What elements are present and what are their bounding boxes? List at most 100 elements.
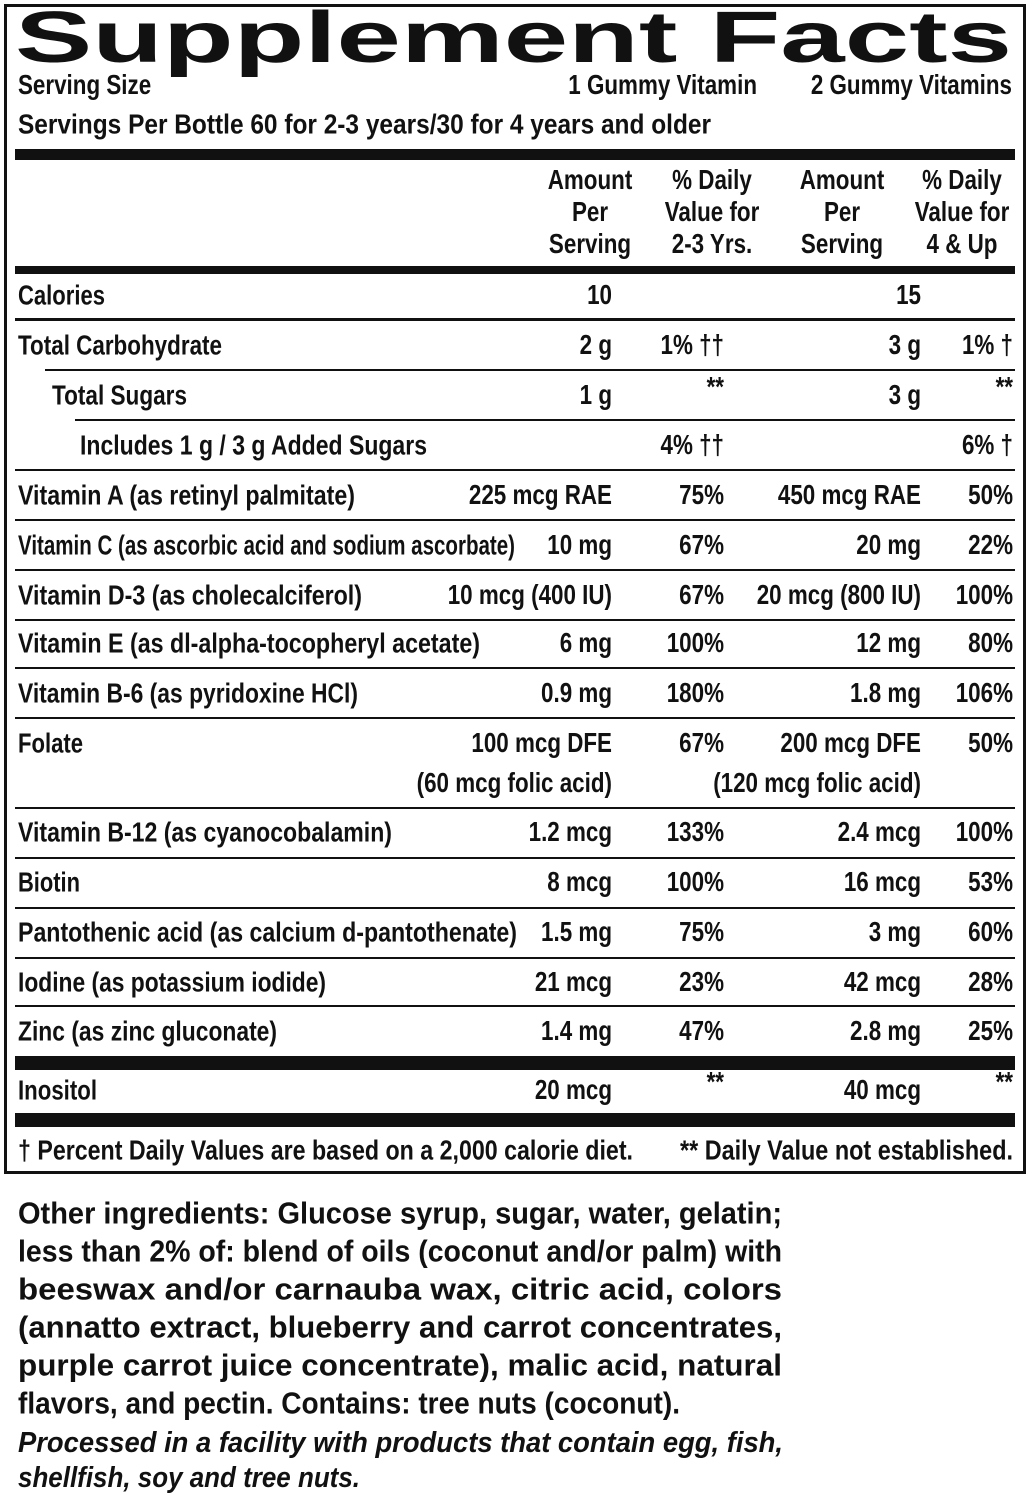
column-header: Amount [800, 165, 885, 196]
amount-1-note: (60 mcg folic acid) [417, 768, 612, 799]
rule [15, 1005, 1015, 1007]
column-header: % Daily [672, 165, 752, 196]
daily-value-1: 67% [679, 530, 724, 561]
daily-value-2: 1% † [962, 330, 1013, 361]
amount-2: 40 mcg [844, 1075, 921, 1106]
amount-2: 1.8 mg [850, 678, 921, 709]
amount-1: 100 mcg DFE [471, 728, 612, 759]
thick-rule [15, 1113, 1015, 1127]
daily-value-2: 50% [968, 480, 1013, 511]
daily-value-1: 133% [667, 817, 724, 848]
daily-value-1: 75% [679, 917, 724, 948]
amount-2-note: (120 mcg folic acid) [713, 768, 921, 799]
thick-rule [15, 149, 1015, 160]
nutrient-name: Total Carbohydrate [18, 330, 222, 361]
ingredients-line: (annatto extract, blueberry and carrot c… [18, 1310, 782, 1345]
rule [15, 667, 1015, 669]
daily-value-1: 75% [679, 480, 724, 511]
rule [15, 957, 1015, 959]
daily-value-1: ** [707, 1067, 725, 1098]
amount-2: 3 g [889, 380, 921, 411]
daily-value-2: 80% [968, 628, 1013, 659]
daily-value-2: 100% [956, 580, 1013, 611]
daily-value-1: 180% [667, 678, 724, 709]
daily-value-1: 47% [679, 1016, 724, 1047]
amount-1: 2 g [580, 330, 612, 361]
nutrient-name: Calories [18, 280, 105, 311]
amount-1: 1 g [580, 380, 612, 411]
amount-1: 10 mg [547, 530, 612, 561]
nutrient-name: Pantothenic acid (as calcium d-pantothen… [18, 917, 517, 948]
ingredients-line: purple carrot juice concentrate), malic … [18, 1348, 782, 1383]
nutrient-name: Total Sugars [52, 380, 187, 411]
daily-value-2: ** [996, 1067, 1014, 1098]
column-header: Serving [549, 229, 631, 260]
daily-value-2: 6% † [962, 430, 1013, 461]
daily-value-1: 67% [679, 580, 724, 611]
amount-2: 3 g [889, 330, 921, 361]
rule [75, 419, 1015, 421]
ingredients-line: beeswax and/or carnauba wax, citric acid… [18, 1272, 782, 1307]
amount-2: 12 mg [856, 628, 921, 659]
amount-1: 8 mcg [547, 867, 612, 898]
nutrient-name: Vitamin C (as ascorbic acid and sodium a… [18, 530, 515, 561]
amount-1: 225 mcg RAE [469, 480, 612, 511]
nutrient-name: Inositol [18, 1075, 97, 1106]
amount-1: 1.2 mcg [529, 817, 612, 848]
nutrient-name: Folate [18, 728, 83, 759]
column-header: Amount [548, 165, 633, 196]
amount-1: 10 mcg (400 IU) [448, 580, 612, 611]
daily-value-1: 100% [667, 867, 724, 898]
border-top [4, 4, 1026, 7]
nutrient-name: Vitamin D-3 (as cholecalciferol) [18, 580, 362, 611]
daily-value-2: 50% [968, 728, 1013, 759]
nutrient-name: Vitamin B-6 (as pyridoxine HCl) [18, 678, 358, 709]
column-header: Per [572, 197, 608, 228]
serving-size-label: Serving Size [18, 70, 151, 101]
daily-value-1: 67% [679, 728, 724, 759]
rule [15, 569, 1015, 571]
daily-value-1: 1% †† [661, 330, 724, 361]
daily-value-2: 22% [968, 530, 1013, 561]
footnote: ** Daily Value not established. [680, 1135, 1013, 1166]
daily-value-1: 100% [667, 628, 724, 659]
amount-2: 16 mcg [844, 867, 921, 898]
daily-value-2: 100% [956, 817, 1013, 848]
amount-2: 42 mcg [844, 967, 921, 998]
serving-size-2: 2 Gummy Vitamins [811, 70, 1012, 101]
rule [15, 519, 1015, 521]
thick-rule [15, 266, 1015, 274]
column-header: Value for [915, 197, 1010, 228]
amount-2: 20 mcg (800 IU) [757, 580, 921, 611]
rule [15, 619, 1015, 621]
nutrient-name: Includes 1 g / 3 g Added Sugars [80, 430, 427, 461]
amount-1: 6 mg [560, 628, 612, 659]
amount-1: 20 mcg [535, 1075, 612, 1106]
amount-1: 0.9 mg [541, 678, 612, 709]
daily-value-1: ** [707, 372, 725, 403]
rule [15, 717, 1015, 719]
amount-2: 2.8 mg [850, 1016, 921, 1047]
serving-size-1: 1 Gummy Vitamin [568, 70, 757, 101]
daily-value-1: 23% [679, 967, 724, 998]
column-header: Serving [801, 229, 883, 260]
rule [15, 318, 1015, 321]
ingredients-line: flavors, and pectin. Contains: tree nuts… [18, 1386, 680, 1421]
column-header: Per [824, 197, 860, 228]
column-header: 4 & Up [927, 229, 998, 260]
amount-2: 3 mg [869, 917, 921, 948]
border-bottom [4, 1171, 1026, 1174]
column-header: 2-3 Yrs. [672, 229, 753, 260]
nutrient-name: Biotin [18, 867, 80, 898]
daily-value-1: 4% †† [661, 430, 724, 461]
column-header: Value for [665, 197, 760, 228]
daily-value-2: ** [996, 372, 1014, 403]
title: Supplement Facts [15, 0, 1012, 78]
nutrient-name: Vitamin B-12 (as cyanocobalamin) [18, 817, 392, 848]
daily-value-2: 60% [968, 917, 1013, 948]
amount-1: 1.4 mg [541, 1016, 612, 1047]
rule [15, 907, 1015, 909]
border-right [1023, 4, 1026, 1174]
